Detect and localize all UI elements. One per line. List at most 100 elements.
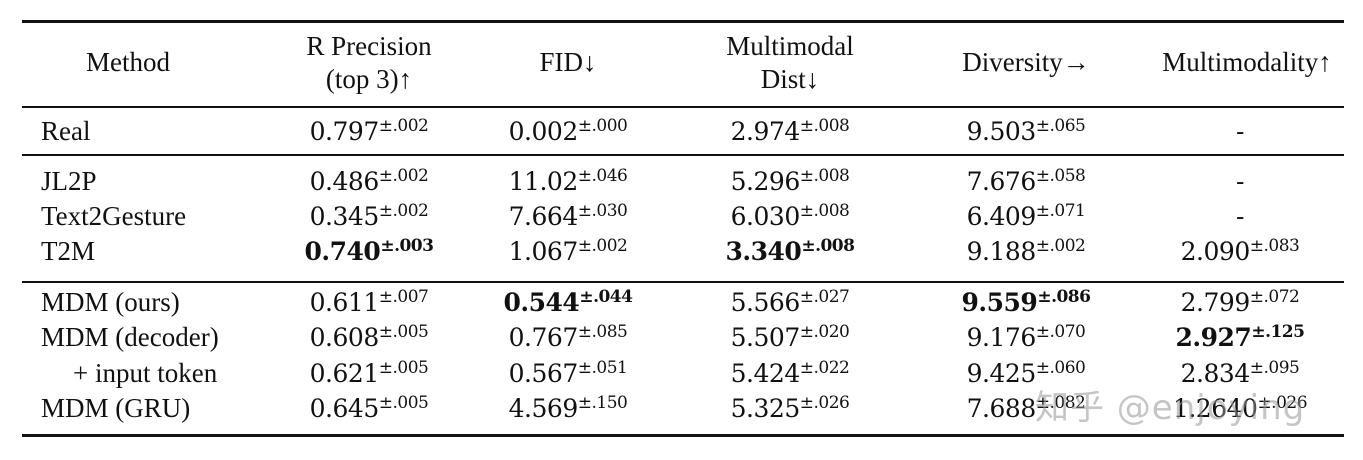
std-dev: ±.008 <box>799 116 850 136</box>
value: 9.425 <box>966 359 1037 388</box>
multimodality-cell: - <box>1236 116 1244 147</box>
value: 0.486 <box>309 167 380 196</box>
header-rule <box>22 106 1344 108</box>
diversity-cell: 9.176±.070 <box>967 322 1086 353</box>
method-cell: MDM (ours) <box>41 287 180 317</box>
value: 1.067 <box>508 237 579 266</box>
value: 0.645 <box>309 394 380 423</box>
mm-dist-cell: 3.340±.008 <box>726 236 855 267</box>
value: - <box>1236 202 1244 231</box>
std-dev: ±.030 <box>577 201 628 221</box>
value: 2.974 <box>730 117 801 146</box>
value: 0.002 <box>508 117 579 146</box>
mm-dist-cell: 5.566±.027 <box>731 287 850 318</box>
group-rule-1 <box>22 154 1344 156</box>
std-dev: ±.008 <box>799 166 850 186</box>
std-dev: ±.007 <box>378 287 429 307</box>
std-dev: ±.051 <box>577 358 628 378</box>
std-dev: ±.044 <box>579 287 633 307</box>
multimodality-cell: 1.2640±.026 <box>1172 393 1308 424</box>
value: 1.2640 <box>1172 394 1258 423</box>
multimodality-cell: 2.834±.095 <box>1181 358 1300 389</box>
header-fid: FID↓ <box>539 47 597 77</box>
value: 5.507 <box>730 323 801 352</box>
std-dev: ±.083 <box>1249 236 1300 256</box>
std-dev: ±.005 <box>378 393 429 413</box>
value: 2.834 <box>1180 359 1251 388</box>
std-dev: ±.002 <box>1035 236 1086 256</box>
std-dev: ±.020 <box>799 322 850 342</box>
std-dev: ±.150 <box>577 393 628 413</box>
mm-dist-cell: 5.296±.008 <box>731 166 850 197</box>
std-dev: ±.060 <box>1035 358 1086 378</box>
std-dev: ±.125 <box>1251 322 1305 342</box>
value: 0.608 <box>309 323 380 352</box>
value: 5.566 <box>730 288 801 317</box>
header-method: Method <box>86 47 170 77</box>
method-cell: JL2P <box>41 166 97 196</box>
value: 5.325 <box>730 394 801 423</box>
std-dev: ±.072 <box>1249 287 1300 307</box>
std-dev: ±.058 <box>1035 166 1086 186</box>
value: 9.176 <box>966 323 1037 352</box>
diversity-cell: 9.503±.065 <box>967 116 1086 147</box>
fid-cell: 0.002±.000 <box>509 116 628 147</box>
std-dev: ±.086 <box>1037 287 1091 307</box>
diversity-cell: 9.559±.086 <box>962 287 1091 318</box>
method-cell: MDM (GRU) <box>41 393 191 423</box>
std-dev: ±.003 <box>380 236 434 256</box>
diversity-cell: 9.425±.060 <box>967 358 1086 389</box>
multimodality-cell: 2.799±.072 <box>1181 287 1300 318</box>
std-dev: ±.071 <box>1035 201 1086 221</box>
value: 9.559 <box>961 288 1038 317</box>
mm-dist-cell: 5.325±.026 <box>731 393 850 424</box>
std-dev: ±.046 <box>577 166 628 186</box>
value: 9.503 <box>966 117 1037 146</box>
std-dev: ±.005 <box>378 358 429 378</box>
fid-cell: 4.569±.150 <box>509 393 628 424</box>
r-precision-cell: 0.486±.002 <box>310 166 429 197</box>
method-cell: + input token <box>73 358 218 388</box>
diversity-cell: 7.676±.058 <box>967 166 1086 197</box>
method-cell: T2M <box>41 236 95 266</box>
value: 2.927 <box>1175 323 1252 352</box>
std-dev: ±.000 <box>577 116 628 136</box>
std-dev: ±.002 <box>378 166 429 186</box>
diversity-cell: 6.409±.071 <box>967 201 1086 232</box>
r-precision-cell: 0.797±.002 <box>310 116 429 147</box>
value: 6.030 <box>730 202 801 231</box>
value: 7.676 <box>966 167 1037 196</box>
value: 0.797 <box>309 117 380 146</box>
value: 0.740 <box>304 237 381 266</box>
header-multimodal-dist: Multimodal Dist↓ <box>726 31 854 94</box>
diversity-cell: 9.188±.002 <box>967 236 1086 267</box>
value: 3.340 <box>725 237 802 266</box>
multimodality-cell: - <box>1236 166 1244 197</box>
mm-dist-cell: 6.030±.008 <box>731 201 850 232</box>
value: 9.188 <box>966 237 1037 266</box>
std-dev: ±.085 <box>577 322 628 342</box>
std-dev: ±.002 <box>378 201 429 221</box>
multimodality-cell: - <box>1236 201 1244 232</box>
fid-cell: 11.02±.046 <box>509 166 628 197</box>
method-cell: Real <box>41 116 91 146</box>
table-bottom-rule <box>22 434 1344 437</box>
std-dev: ±.002 <box>577 236 628 256</box>
header-diversity: Diversity→ <box>962 47 1090 77</box>
multimodality-cell: 2.927±.125 <box>1176 322 1305 353</box>
watermark: 知乎 @enjoying <box>1035 388 1306 428</box>
fid-cell: 0.567±.051 <box>509 358 628 389</box>
r-precision-cell: 0.608±.005 <box>310 322 429 353</box>
method-cell: Text2Gesture <box>41 201 187 231</box>
value: 4.569 <box>508 394 579 423</box>
std-dev: ±.022 <box>799 358 850 378</box>
r-precision-cell: 0.645±.005 <box>310 393 429 424</box>
value: 2.090 <box>1180 237 1251 266</box>
value: 6.409 <box>966 202 1037 231</box>
fid-cell: 7.664±.030 <box>509 201 628 232</box>
mm-dist-cell: 5.507±.020 <box>731 322 850 353</box>
std-dev: ±.026 <box>799 393 850 413</box>
value: 2.799 <box>1180 288 1251 317</box>
std-dev: ±.005 <box>378 322 429 342</box>
std-dev: ±.027 <box>799 287 850 307</box>
